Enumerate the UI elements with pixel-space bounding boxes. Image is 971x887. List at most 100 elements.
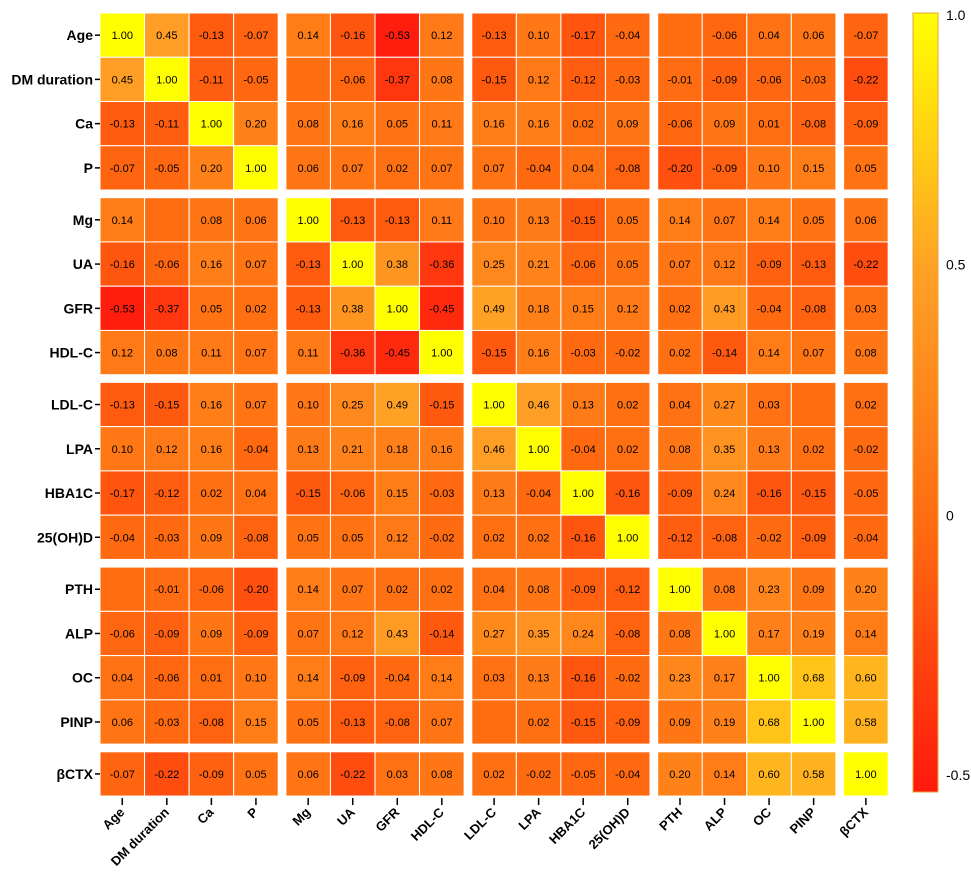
cell-value-label: 0.05: [855, 163, 876, 175]
cell-value-label: 1.00: [342, 259, 363, 271]
heatmap-cell: [99, 566, 146, 612]
cell-value-label: 0.24: [572, 628, 593, 640]
cell-value-label: 1.00: [855, 769, 876, 781]
heatmap-cell: [144, 329, 190, 376]
cell-value-label: -0.16: [571, 673, 596, 685]
heatmap-cell: [233, 145, 279, 191]
cell-value-label: 1.00: [112, 30, 133, 42]
cell-value-label: 0.15: [572, 303, 593, 315]
heatmap-cell: [657, 329, 703, 376]
cell-value-label: -0.13: [296, 303, 321, 315]
x-tick-label: HDL-C: [408, 804, 448, 844]
heatmap-cell: [419, 145, 465, 191]
cell-value-label: 0.18: [528, 303, 549, 315]
y-tick-label: Age: [67, 27, 94, 43]
cell-value-label: 0.07: [669, 259, 690, 271]
cell-value-label: 1.00: [156, 74, 177, 86]
cell-value-label: 0.21: [342, 444, 363, 456]
heatmap-cell: [790, 329, 837, 376]
heatmap-cell: [701, 514, 748, 560]
cell-value-label: 0.07: [245, 348, 266, 360]
cell-value-label: -0.16: [615, 488, 640, 500]
heatmap-cell: [374, 426, 421, 472]
heatmap-cell: [701, 56, 748, 102]
cell-value-label: -0.06: [571, 259, 596, 271]
heatmap-cell: [374, 514, 421, 560]
cell-value-label: 0.02: [483, 769, 504, 781]
cell-value-label: 0.02: [669, 303, 690, 315]
heatmap-cell: [604, 655, 651, 701]
heatmap-cell: [285, 751, 331, 797]
heatmap-cell: [746, 514, 792, 560]
x-tick-label: LPA: [515, 804, 544, 833]
cell-value-label: 0.07: [431, 717, 452, 729]
cell-value-label: -0.05: [571, 769, 596, 781]
cell-value-label: 1.00: [297, 215, 318, 227]
cell-value-label: 0.23: [669, 673, 690, 685]
cell-value-label: 0.20: [245, 119, 266, 131]
cell-value-label: 0.07: [297, 628, 318, 640]
cell-value-label: -0.15: [801, 488, 826, 500]
cell-value-label: 0.13: [758, 444, 779, 456]
heatmap-cell: [604, 751, 651, 797]
cell-value-label: 0.15: [245, 717, 266, 729]
heatmap-cell: [188, 285, 235, 331]
cell-value-label: 1.00: [669, 584, 690, 596]
heatmap-cell: [144, 56, 190, 102]
heatmap-cell: [188, 241, 235, 287]
cell-value-label: 0.05: [387, 119, 408, 131]
heatmap-cell: [790, 101, 837, 147]
heatmap-cell: [144, 145, 190, 191]
heatmap-cell: [329, 145, 376, 191]
cell-value-label: 0.08: [156, 348, 177, 360]
cell-value-label: 0.19: [714, 717, 735, 729]
heatmap-cell: [188, 610, 235, 657]
cell-value-label: 0.09: [669, 717, 690, 729]
heatmap-cell: [329, 241, 376, 287]
cell-value-label: -0.15: [571, 717, 596, 729]
cell-value-label: -0.04: [110, 532, 135, 544]
cell-value-label: -0.05: [154, 163, 179, 175]
heatmap-cell: [419, 610, 465, 657]
cell-value-label: -0.22: [340, 769, 365, 781]
cell-value-label: 0.35: [528, 628, 549, 640]
heatmap-cell: [188, 197, 235, 243]
y-tick-label: 25(OH)D: [37, 529, 93, 545]
heatmap-cell: [471, 381, 517, 428]
cell-value-label: 0.04: [483, 584, 504, 596]
heatmap-cell: [560, 285, 606, 331]
x-tick-label: LDL-C: [461, 804, 500, 843]
heatmap-cell: [285, 381, 331, 428]
heatmap-cell: [471, 566, 517, 612]
heatmap-cell: [560, 426, 606, 472]
cell-value-label: 0.03: [758, 400, 779, 412]
cell-value-label: 1.00: [201, 119, 222, 131]
cell-value-label: 0.60: [855, 673, 876, 685]
cell-value-label: -0.09: [712, 163, 737, 175]
y-tick-label: OC: [72, 670, 93, 686]
heatmap-cell: [843, 101, 889, 147]
cell-value-label: 0.15: [803, 163, 824, 175]
cell-value-label: 0.05: [245, 769, 266, 781]
heatmap-cell: [374, 197, 421, 243]
cell-value-label: 0.02: [669, 348, 690, 360]
cell-value-label: -0.15: [571, 215, 596, 227]
cell-value-label: 0.05: [297, 532, 318, 544]
cell-value-label: 0.08: [201, 215, 222, 227]
heatmap-cell: [419, 699, 465, 745]
x-tick-label: UA: [334, 804, 358, 828]
heatmap-cell: [233, 751, 279, 797]
x-tick-label: HBA1C: [546, 804, 589, 847]
y-tick-label: Mg: [73, 212, 93, 228]
cell-value-label: 0.27: [483, 628, 504, 640]
cell-value-label: 0.14: [431, 673, 452, 685]
heatmap-cell: [233, 329, 279, 376]
heatmap-cell: [329, 610, 376, 657]
cell-value-label: 0.16: [483, 119, 504, 131]
heatmap-cell: [604, 381, 651, 428]
heatmap-cell: [144, 655, 190, 701]
heatmap-cell: [843, 514, 889, 560]
cell-value-label: 0.07: [431, 163, 452, 175]
heatmap-cell: [701, 241, 748, 287]
heatmap-cell: [419, 285, 465, 331]
